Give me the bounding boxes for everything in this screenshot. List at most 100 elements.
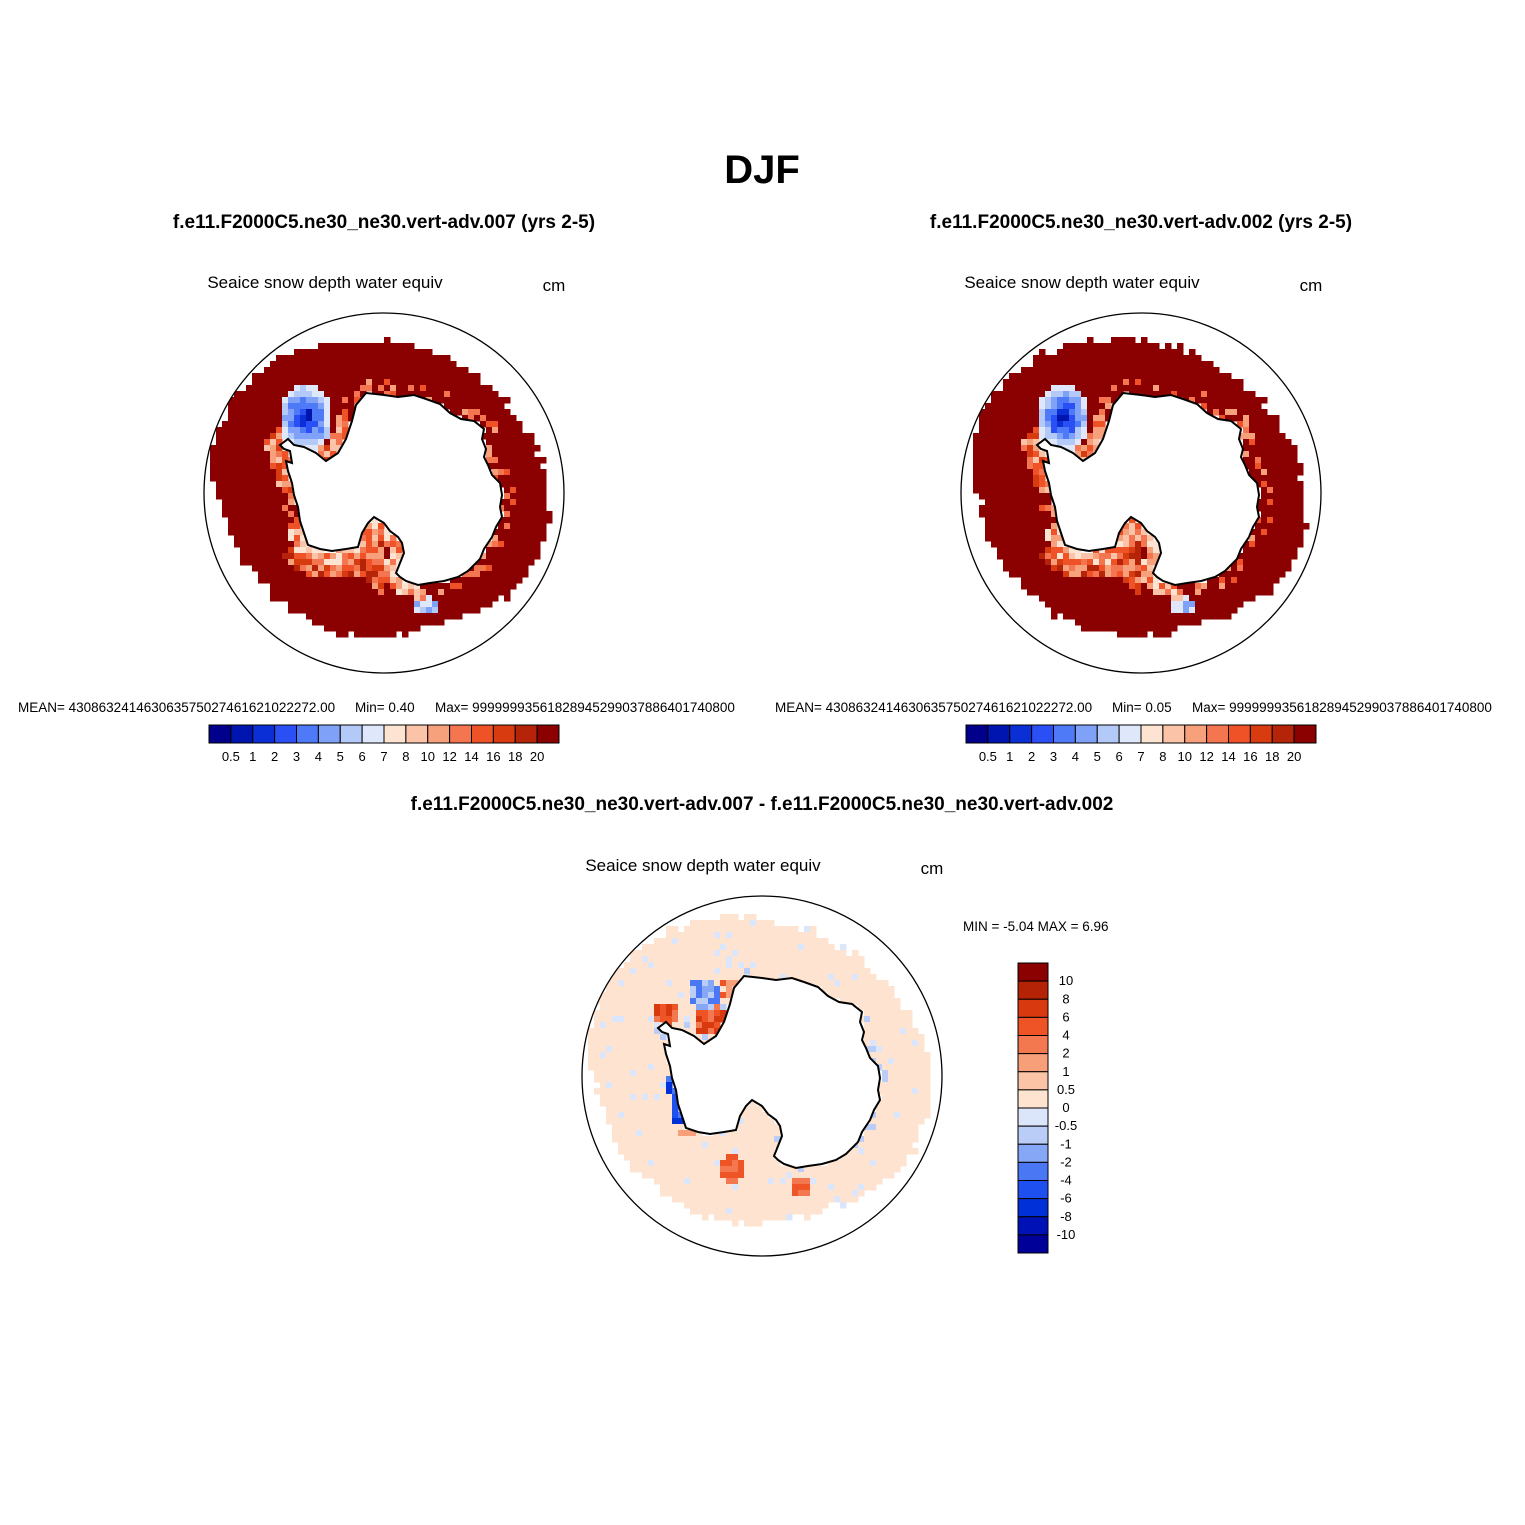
grid-cell [804,932,811,939]
grid-cell [666,1160,673,1167]
grid-cell [510,505,517,512]
grid-cell [1027,499,1034,506]
grid-cell [672,1196,679,1203]
grid-cell [492,445,499,452]
grid-cell [1255,397,1262,404]
grid-cell [1081,607,1088,614]
grid-cell [714,1136,721,1143]
grid-cell [756,968,763,975]
grid-cell [1105,559,1112,566]
grid-cell [330,589,337,596]
colorbar-tick-label: 10 [421,749,435,764]
grid-cell [666,1004,673,1011]
grid-cell [1099,601,1106,608]
grid-cell [870,992,877,999]
grid-cell [1051,391,1058,398]
grid-cell [426,391,433,398]
grid-cell [600,1100,607,1107]
grid-cell [696,1160,703,1167]
grid-cell [246,517,253,524]
grid-cell [1267,541,1274,548]
grid-cell [912,1100,919,1107]
grid-cell [306,403,313,410]
grid-cell [997,511,1004,518]
grid-cell [594,1046,601,1053]
grid-cell [1261,499,1268,506]
grid-cell [900,1148,907,1155]
grid-cell [708,1208,715,1215]
grid-cell [612,1070,619,1077]
grid-cell [876,1166,883,1173]
grid-cell [1027,391,1034,398]
grid-cell [768,1172,775,1179]
grid-cell [600,992,607,999]
grid-cell [991,511,998,518]
grid-cell [1255,409,1262,416]
grid-cell [306,613,313,620]
grid-cell [264,367,271,374]
grid-cell [636,1112,643,1119]
grid-cell [1027,439,1034,446]
grid-cell [630,1124,637,1131]
grid-cell [234,433,241,440]
grid-cell [270,457,277,464]
grid-cell [840,950,847,957]
grid-cell [1093,613,1100,620]
colorbar-swatch [1118,724,1142,744]
grid-cell [1243,445,1250,452]
grid-cell [876,1100,883,1107]
grid-cell [408,367,415,374]
grid-cell [642,950,649,957]
grid-cell [1069,379,1076,386]
grid-cell [630,1040,637,1047]
grid-cell [774,1190,781,1197]
grid-cell [660,1088,667,1095]
colorbar-swatch [317,724,341,744]
grid-cell [1219,379,1226,386]
grid-cell [997,469,1004,476]
grid-cell [1105,367,1112,374]
grid-cell [636,1070,643,1077]
grid-cell [540,511,547,518]
grid-cell [702,992,709,999]
grid-cell [666,1130,673,1137]
grid-cell [1099,553,1106,560]
grid-cell [660,962,667,969]
grid-cell [702,1214,709,1221]
grid-cell [276,529,283,536]
grid-cell [1189,349,1196,356]
grid-cell [1117,589,1124,596]
grid-cell [1291,481,1298,488]
grid-cell [288,397,295,404]
grid-cell [726,1184,733,1191]
grid-cell [1063,607,1070,614]
grid-cell [720,1160,727,1167]
grid-cell [378,625,385,632]
grid-cell [1033,571,1040,578]
grid-cell [864,986,871,993]
grid-cell [432,391,439,398]
grid-cell [300,361,307,368]
grid-cell [852,1160,859,1167]
grid-cell [336,391,343,398]
grid-cell [252,559,259,566]
grid-cell [612,1046,619,1053]
units-label: cm [921,859,944,878]
grid-cell [516,529,523,536]
grid-cell [1123,589,1130,596]
grid-cell [985,499,992,506]
grid-cell [768,1202,775,1209]
grid-cell [1267,475,1274,482]
grid-cell [714,926,721,933]
grid-cell [756,1118,763,1125]
grid-cell [504,421,511,428]
grid-cell [342,595,349,602]
grid-cell [264,499,271,506]
grid-cell [318,355,325,362]
grid-cell [228,505,235,512]
grid-cell [606,986,613,993]
grid-cell [1099,571,1106,578]
grid-cell [882,1046,889,1053]
grid-cell [402,583,409,590]
grid-cell [330,451,337,458]
